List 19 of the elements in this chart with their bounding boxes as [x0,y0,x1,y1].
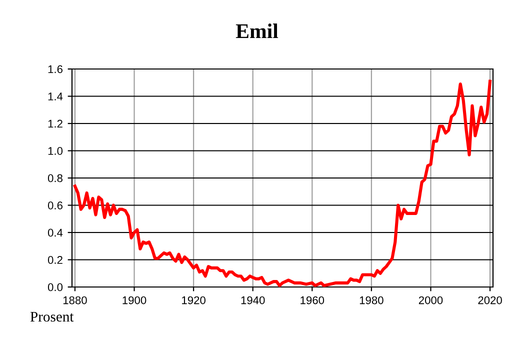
y-tick-label: 1.0 [48,147,63,155]
y-tick-label: 0.2 [48,256,62,264]
y-tick-label: 0.4 [48,228,63,237]
y-tick-label: 1.6 [48,65,62,74]
x-tick-label: 2000 [418,296,443,304]
x-tick-label: 1980 [360,296,384,304]
x-tick-label: 1940 [241,296,265,304]
x-tick-label: 1920 [182,296,206,304]
x-tick-label: 1960 [300,296,324,304]
y-tick-label: 0.8 [48,174,62,182]
x-tick-label: 2020 [478,296,502,304]
chart-title: Emil [236,24,278,38]
y-tick-label: 1.2 [48,120,62,128]
y-axis-title: Prosent [30,312,74,322]
x-tick-label: 1900 [122,296,146,304]
x-tick-label: 1880 [63,296,87,304]
y-tick-label: 0.0 [48,283,63,292]
y-tick-label: 0.6 [48,202,62,210]
y-tick-label: 1.4 [48,92,63,100]
